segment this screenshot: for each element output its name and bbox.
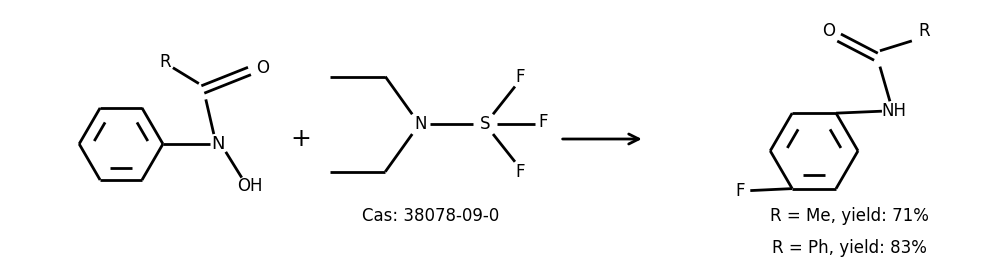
Text: R = Ph, yield: 83%: R = Ph, yield: 83%: [772, 239, 926, 257]
Text: OH: OH: [237, 177, 262, 194]
Text: N: N: [414, 115, 426, 133]
Text: R = Me, yield: 71%: R = Me, yield: 71%: [770, 207, 928, 225]
Text: F: F: [538, 113, 548, 131]
Text: R: R: [159, 53, 171, 71]
Text: F: F: [736, 182, 745, 199]
Text: F: F: [515, 68, 525, 86]
Text: N: N: [211, 135, 225, 153]
Text: +: +: [290, 127, 311, 151]
Text: F: F: [515, 163, 525, 181]
Text: O: O: [823, 22, 836, 40]
Text: O: O: [256, 59, 269, 77]
Text: S: S: [480, 115, 490, 133]
Text: R: R: [918, 22, 930, 40]
Text: NH: NH: [881, 102, 906, 120]
Text: Cas: 38078-09-0: Cas: 38078-09-0: [362, 207, 499, 225]
